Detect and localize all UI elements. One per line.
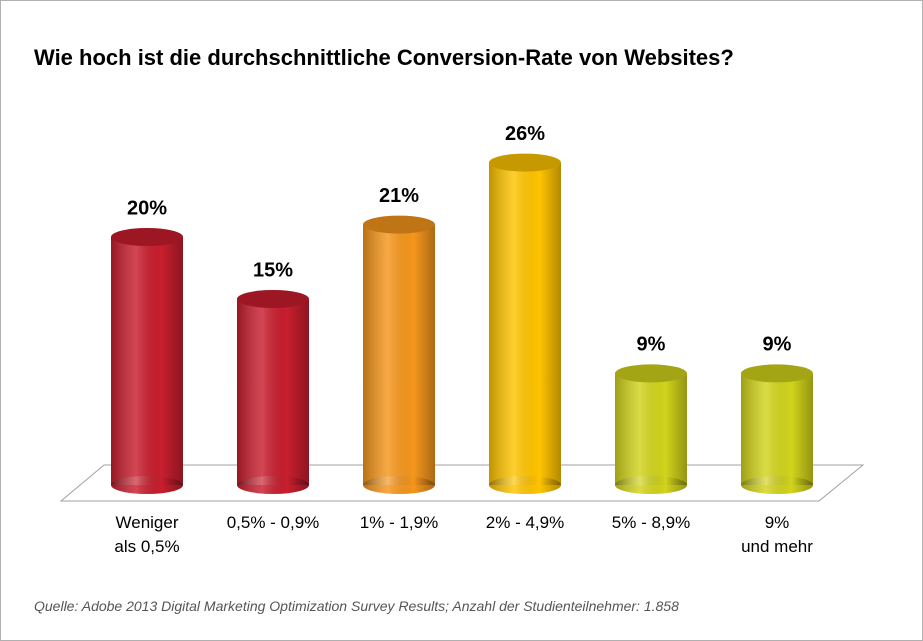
value-label: 9% [637, 334, 666, 356]
bar-top [615, 364, 687, 383]
bar-shade [111, 237, 183, 485]
bar-shade [741, 373, 813, 485]
chart-title: Wie hoch ist die durchschnittliche Conve… [34, 45, 734, 70]
x-tick-label: 0,5% - 0,9% [226, 513, 320, 532]
bar-shade [489, 162, 561, 485]
value-label: 9% [763, 334, 792, 356]
bar-shade [363, 224, 435, 485]
bar-top-shade [489, 153, 561, 172]
bar-shade [237, 299, 309, 485]
x-tick-label: 9% und mehr [741, 513, 813, 556]
bar-top-shade [615, 364, 687, 383]
x-tick-label: 1% - 1,9% [359, 513, 439, 532]
bar-top-shade [741, 364, 813, 383]
value-label: 20% [127, 197, 167, 219]
bar-top [237, 290, 309, 308]
bar-top [363, 215, 435, 234]
bar-top [111, 228, 183, 246]
value-label: 15% [253, 259, 293, 281]
x-tick-label: Weniger als 0,5% [114, 513, 180, 556]
bar-shade [615, 373, 687, 485]
x-tick-label: 5% - 8,9% [611, 513, 691, 532]
bar-top [489, 153, 561, 172]
bar-top-shade [111, 228, 183, 246]
value-label: 26% [505, 123, 545, 145]
value-label: 21% [379, 185, 419, 207]
x-tick-label: 2% - 4,9% [485, 513, 565, 532]
bar-top-shade [237, 290, 309, 308]
bar-top [741, 364, 813, 383]
source-note: Quelle: Adobe 2013 Digital Marketing Opt… [34, 598, 679, 614]
bar-top-shade [363, 215, 435, 234]
